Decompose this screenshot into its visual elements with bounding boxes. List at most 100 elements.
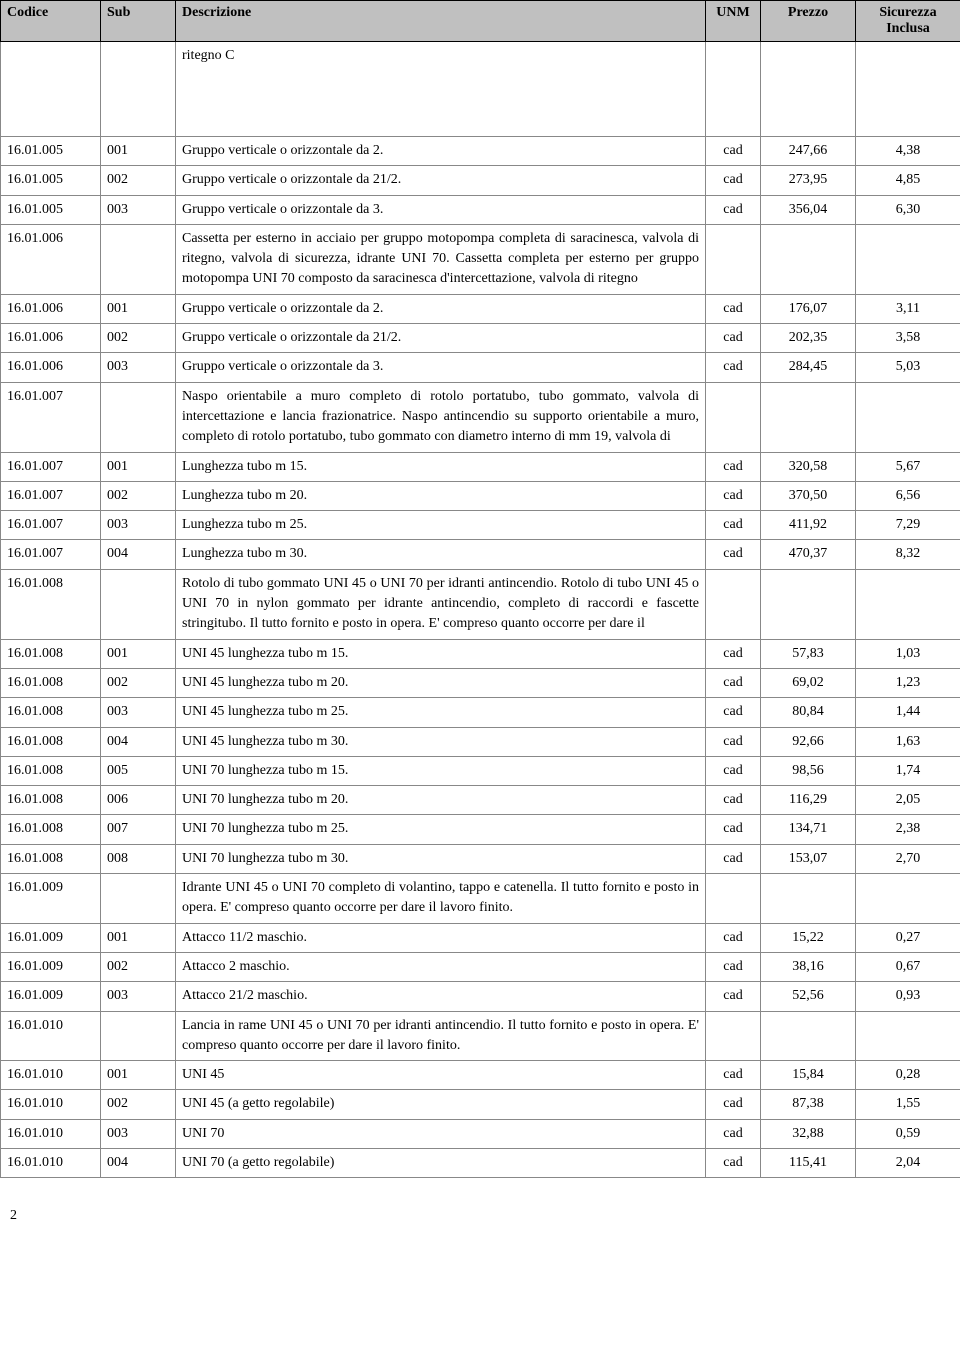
cell-prezzo — [761, 382, 856, 452]
cell-sicurezza: 0,27 — [856, 923, 960, 952]
cell-codice: 16.01.006 — [1, 324, 101, 353]
cell-unm: cad — [706, 668, 761, 697]
cell-codice: 16.01.009 — [1, 874, 101, 924]
cell-unm — [706, 382, 761, 452]
cell-unm: cad — [706, 982, 761, 1011]
cell-sub — [101, 382, 176, 452]
cell-prezzo: 15,84 — [761, 1061, 856, 1090]
cell-sicurezza — [856, 874, 960, 924]
cell-sicurezza: 8,32 — [856, 540, 960, 569]
cell-sub — [101, 569, 176, 639]
cell-prezzo: 87,38 — [761, 1090, 856, 1119]
cell-codice: 16.01.007 — [1, 452, 101, 481]
table-row: 16.01.009003Attacco 21/2 maschio.cad52,5… — [1, 982, 960, 1011]
cell-unm: cad — [706, 1061, 761, 1090]
cell-codice: 16.01.008 — [1, 844, 101, 873]
cell-unm — [706, 42, 761, 137]
cell-codice: 16.01.008 — [1, 639, 101, 668]
table-row: 16.01.005002Gruppo verticale o orizzonta… — [1, 166, 960, 195]
cell-descrizione: Gruppo verticale o orizzontale da 2. — [176, 294, 706, 323]
table-row: 16.01.008005UNI 70 lunghezza tubo m 15.c… — [1, 756, 960, 785]
cell-codice: 16.01.007 — [1, 481, 101, 510]
cell-descrizione: UNI 45 — [176, 1061, 706, 1090]
table-row: 16.01.008001UNI 45 lunghezza tubo m 15.c… — [1, 639, 960, 668]
cell-descrizione: Gruppo verticale o orizzontale da 2. — [176, 137, 706, 166]
cell-codice: 16.01.006 — [1, 353, 101, 382]
cell-codice: 16.01.005 — [1, 166, 101, 195]
cell-unm: cad — [706, 698, 761, 727]
cell-unm: cad — [706, 786, 761, 815]
cell-descrizione: ritegno C — [176, 42, 706, 137]
table-row: 16.01.008002UNI 45 lunghezza tubo m 20.c… — [1, 668, 960, 697]
cell-sub: 003 — [101, 195, 176, 224]
cell-unm: cad — [706, 540, 761, 569]
cell-sicurezza: 6,56 — [856, 481, 960, 510]
cell-sicurezza: 1,74 — [856, 756, 960, 785]
cell-sub: 004 — [101, 1148, 176, 1177]
table-row: ritegno C — [1, 42, 960, 137]
cell-sicurezza: 2,38 — [856, 815, 960, 844]
cell-codice: 16.01.008 — [1, 569, 101, 639]
cell-descrizione: UNI 70 lunghezza tubo m 20. — [176, 786, 706, 815]
cell-sub: 002 — [101, 324, 176, 353]
cell-prezzo — [761, 569, 856, 639]
header-row: Codice Sub Descrizione UNM Prezzo Sicure… — [1, 1, 960, 42]
cell-descrizione: UNI 70 — [176, 1119, 706, 1148]
cell-sub: 004 — [101, 540, 176, 569]
cell-sub: 002 — [101, 668, 176, 697]
cell-sicurezza: 6,30 — [856, 195, 960, 224]
cell-sub: 002 — [101, 481, 176, 510]
cell-codice: 16.01.006 — [1, 294, 101, 323]
cell-prezzo: 370,50 — [761, 481, 856, 510]
cell-sicurezza — [856, 382, 960, 452]
cell-unm: cad — [706, 1090, 761, 1119]
cell-prezzo: 273,95 — [761, 166, 856, 195]
cell-prezzo — [761, 874, 856, 924]
cell-sub: 002 — [101, 1090, 176, 1119]
cell-sicurezza: 0,67 — [856, 952, 960, 981]
cell-descrizione: UNI 70 lunghezza tubo m 30. — [176, 844, 706, 873]
table-row: 16.01.006001Gruppo verticale o orizzonta… — [1, 294, 960, 323]
cell-sub — [101, 1011, 176, 1061]
cell-sub: 002 — [101, 166, 176, 195]
cell-sicurezza: 0,93 — [856, 982, 960, 1011]
cell-prezzo — [761, 42, 856, 137]
cell-codice: 16.01.009 — [1, 923, 101, 952]
cell-descrizione: Gruppo verticale o orizzontale da 3. — [176, 353, 706, 382]
cell-unm — [706, 1011, 761, 1061]
table-row: 16.01.007003Lunghezza tubo m 25.cad411,9… — [1, 511, 960, 540]
cell-sub — [101, 874, 176, 924]
cell-unm: cad — [706, 353, 761, 382]
cell-descrizione: Gruppo verticale o orizzontale da 21/2. — [176, 166, 706, 195]
table-row: 16.01.010004UNI 70 (a getto regolabile)c… — [1, 1148, 960, 1177]
cell-descrizione: Lancia in rame UNI 45 o UNI 70 per idran… — [176, 1011, 706, 1061]
cell-codice: 16.01.008 — [1, 698, 101, 727]
cell-unm: cad — [706, 727, 761, 756]
cell-sicurezza: 1,23 — [856, 668, 960, 697]
cell-sicurezza — [856, 1011, 960, 1061]
cell-unm: cad — [706, 294, 761, 323]
cell-descrizione: UNI 45 lunghezza tubo m 15. — [176, 639, 706, 668]
cell-unm: cad — [706, 756, 761, 785]
table-row: 16.01.005003Gruppo verticale o orizzonta… — [1, 195, 960, 224]
cell-sub: 003 — [101, 982, 176, 1011]
cell-sicurezza: 7,29 — [856, 511, 960, 540]
cell-codice: 16.01.008 — [1, 756, 101, 785]
header-unm: UNM — [706, 1, 761, 42]
cell-descrizione: Lunghezza tubo m 30. — [176, 540, 706, 569]
table-row: 16.01.006002Gruppo verticale o orizzonta… — [1, 324, 960, 353]
header-sub: Sub — [101, 1, 176, 42]
table-row: 16.01.008007UNI 70 lunghezza tubo m 25.c… — [1, 815, 960, 844]
cell-descrizione: UNI 70 (a getto regolabile) — [176, 1148, 706, 1177]
cell-sub: 001 — [101, 1061, 176, 1090]
cell-sicurezza — [856, 42, 960, 137]
cell-prezzo — [761, 1011, 856, 1061]
cell-sicurezza: 5,67 — [856, 452, 960, 481]
cell-codice: 16.01.009 — [1, 952, 101, 981]
cell-unm: cad — [706, 844, 761, 873]
cell-codice: 16.01.008 — [1, 668, 101, 697]
cell-sicurezza: 4,38 — [856, 137, 960, 166]
cell-unm: cad — [706, 1119, 761, 1148]
header-sicurezza: Sicurezza Inclusa — [856, 1, 960, 42]
cell-descrizione: Idrante UNI 45 o UNI 70 completo di vola… — [176, 874, 706, 924]
